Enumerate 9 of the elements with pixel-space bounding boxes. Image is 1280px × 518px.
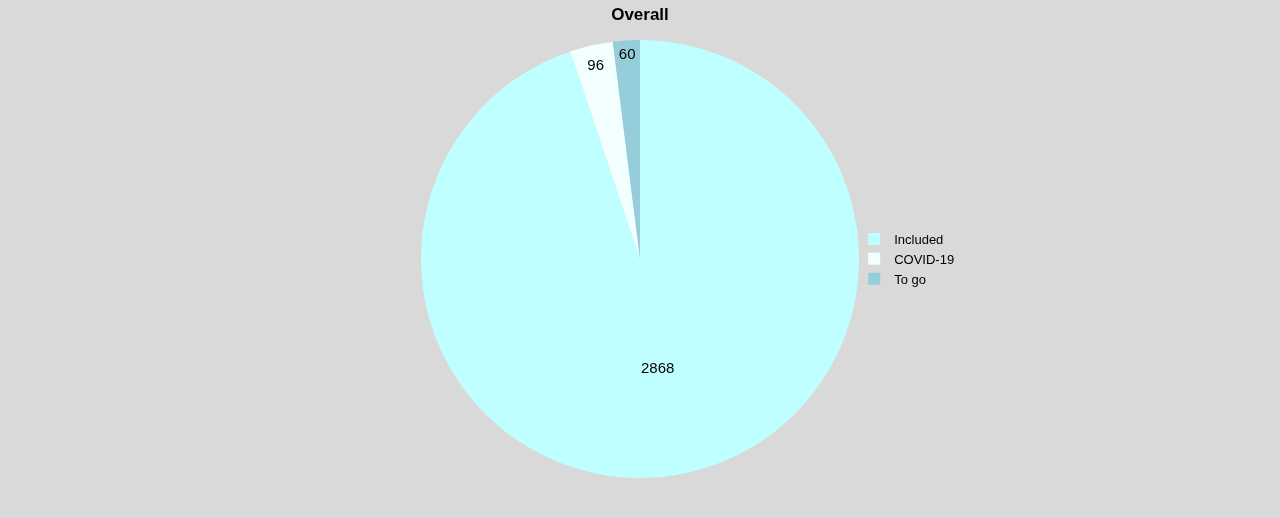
data-label: 96 (587, 56, 605, 74)
legend-label: Included (894, 232, 944, 248)
data-label: 2868 (640, 358, 675, 376)
data-label: 60 (618, 44, 636, 62)
legend-label: COVID-19 (894, 251, 955, 267)
chart-title: Overall (611, 4, 669, 24)
pie-slice (570, 41, 640, 259)
legend-label: To go (894, 271, 927, 287)
pie-slice (421, 40, 859, 478)
